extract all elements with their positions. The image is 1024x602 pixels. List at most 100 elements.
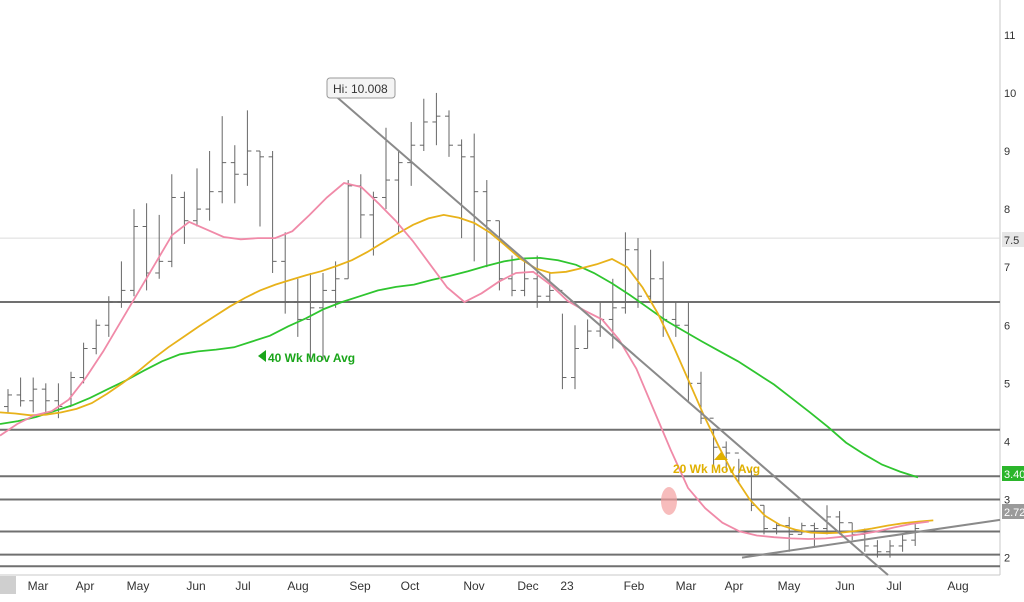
- first-tick-bg: [0, 576, 16, 594]
- y-tick-label: 11: [1004, 30, 1015, 42]
- ohlc-bar: [256, 150, 264, 227]
- x-tick-label: Apr: [725, 579, 744, 593]
- y-tick-label: 9: [1004, 146, 1010, 158]
- ohlc-bar: [520, 261, 529, 297]
- y-tick-label: 4: [1004, 436, 1010, 448]
- ohlc-bar: [634, 238, 642, 308]
- trend-lines: [331, 92, 1001, 576]
- ohlc-bar: [722, 441, 731, 471]
- top-price-tag: 7.5: [1002, 232, 1024, 247]
- ohlc-bar: [281, 232, 290, 314]
- ohlc-bar: [482, 180, 491, 268]
- ma10-line: [0, 182, 929, 540]
- ma40-annotation-arrow: [258, 350, 266, 362]
- ohlc-bar: [218, 116, 227, 204]
- ohlc-bar: [797, 522, 806, 535]
- y-tick-label: 2: [1004, 553, 1010, 565]
- ohlc-bar: [571, 325, 579, 390]
- ohlc-bar: [331, 261, 340, 308]
- ohlc-bar: [886, 540, 894, 558]
- ohlc-bar: [760, 504, 768, 535]
- ohlc-bar: [193, 168, 201, 227]
- hi-label-text: Hi: 10.008: [333, 82, 388, 96]
- ohlc-bar: [671, 302, 680, 337]
- ohlc-bar: [621, 232, 630, 314]
- last-price-tag-text: 2.72: [1004, 507, 1024, 519]
- ohlc-bar: [16, 377, 25, 407]
- moving-averages: [0, 182, 934, 540]
- x-tick-label: Nov: [463, 579, 484, 593]
- x-tick-label: Aug: [947, 579, 968, 593]
- x-tick-label: Jun: [186, 579, 205, 593]
- ohlc-bar: [155, 214, 164, 279]
- last-price-tag: 2.72: [1002, 504, 1024, 519]
- x-tick-label: May: [778, 579, 801, 593]
- ma40-annotation: 40 Wk Mov Avg: [268, 351, 355, 365]
- ma20-line: [0, 213, 934, 535]
- highlight-marker: [661, 487, 677, 515]
- x-tick-label: Mar: [28, 579, 49, 593]
- ohlc-bar: [911, 522, 920, 546]
- ohlc-bar: [369, 191, 378, 256]
- ohlc-bar: [810, 522, 819, 546]
- top-price-tag-text: 7.5: [1004, 235, 1019, 247]
- downtrend-line: [331, 92, 889, 576]
- ma40-line: [0, 256, 919, 479]
- ohlc-bar: [41, 383, 50, 413]
- y-tick-label: 3: [1004, 494, 1010, 506]
- ohlc-bar: [407, 121, 416, 186]
- x-tick-label: Jun: [835, 579, 854, 593]
- ohlc-bar: [445, 110, 453, 157]
- x-tick-label: May: [127, 579, 150, 593]
- ohlc-bar: [419, 98, 428, 152]
- ohlc-bar: [394, 151, 403, 233]
- ohlc-bar: [823, 505, 831, 535]
- ohlc-bar: [734, 452, 743, 483]
- ma20-annotation-arrow: [714, 452, 728, 460]
- ohlc-bar: [785, 516, 794, 552]
- ohlc-bar: [167, 174, 176, 268]
- y-axis-panel: [1000, 0, 1024, 597]
- ohlc-bar: [79, 342, 88, 384]
- ma20-annotation: 20 Wk Mov Avg: [673, 462, 760, 476]
- x-tick-label: Dec: [517, 579, 538, 593]
- ohlc-bar: [92, 319, 101, 355]
- x-axis-ticks: 14MarAprMayJunJulAugSepOctNovDec23FebMar…: [0, 579, 969, 593]
- ohlc-bar: [470, 133, 479, 262]
- ohlc-bar: [205, 151, 214, 221]
- x-tick-label: Mar: [676, 579, 697, 593]
- ohlc-bar: [319, 272, 327, 361]
- ohlc-bar: [268, 151, 277, 273]
- ohlc-bar: [432, 92, 441, 146]
- ma40-price-tag: 3.40: [1002, 466, 1024, 481]
- x-tick-label: Feb: [624, 579, 645, 593]
- y-tick-label: 5: [1004, 378, 1010, 390]
- x-tick-label: Oct: [401, 579, 420, 593]
- y-tick-label: 10: [1004, 88, 1016, 100]
- x-tick-label: Aug: [287, 579, 308, 593]
- ohlc-bar: [230, 145, 239, 204]
- ma40-price-tag-text: 3.40: [1004, 469, 1024, 481]
- ohlc-bar: [533, 255, 542, 308]
- ohlc-bar: [873, 540, 882, 558]
- ohlc-bar: [382, 127, 390, 210]
- uptrend-line: [741, 518, 1001, 559]
- x-tick-label: Apr: [76, 579, 95, 593]
- ohlc-bar: [180, 191, 189, 244]
- ohlc-bar: [293, 278, 302, 337]
- ohlc-bar: [29, 377, 38, 413]
- ohlc-bar: [583, 319, 592, 349]
- ohlc-bar: [898, 534, 907, 552]
- y-tick-label: 6: [1004, 320, 1010, 332]
- x-tick-label: Sep: [349, 579, 371, 593]
- ohlc-bar: [104, 296, 113, 337]
- y-tick-label: 7: [1004, 262, 1010, 274]
- x-tick-label: 23: [560, 579, 574, 593]
- y-tick-label: 8: [1004, 204, 1010, 216]
- x-tick-label: Jul: [235, 579, 250, 593]
- ohlc-bar: [4, 389, 12, 413]
- ohlc-bar: [130, 209, 138, 297]
- ohlc-bar: [117, 261, 126, 308]
